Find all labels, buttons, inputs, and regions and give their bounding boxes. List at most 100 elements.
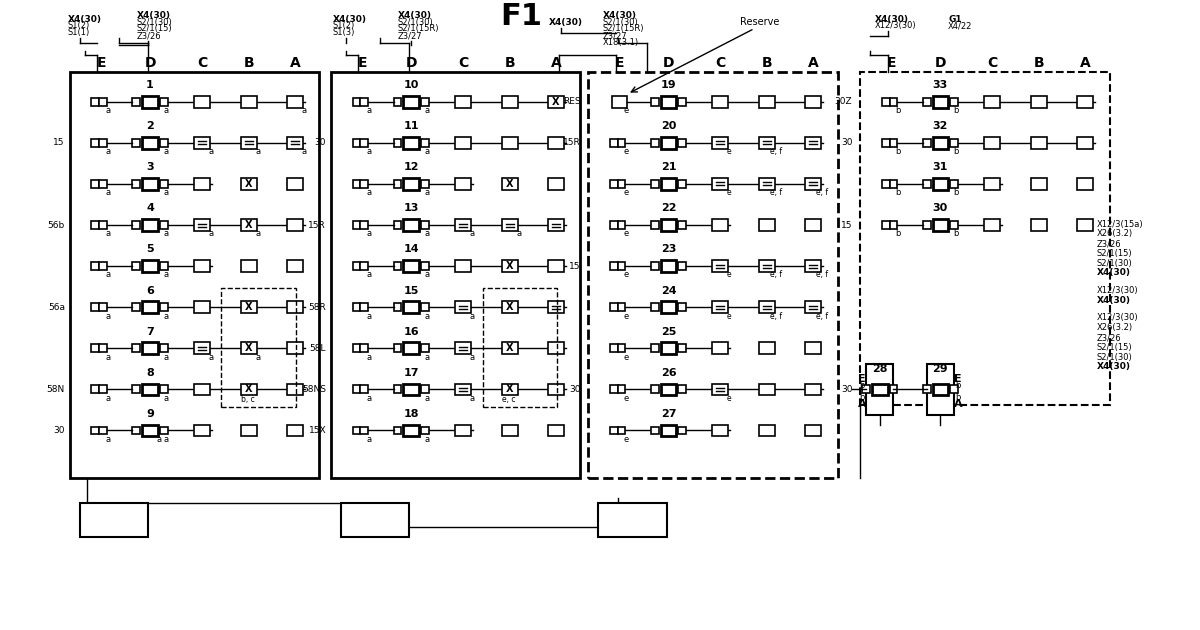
Text: a: a [366,353,372,362]
Text: e, f: e, f [770,147,782,156]
Bar [889,139,898,147]
Bar [160,262,168,270]
Bar [805,178,821,190]
Bar [661,343,677,354]
Bar [353,262,360,270]
Text: E: E [358,55,367,70]
Text: a: a [163,147,168,156]
Text: 16: 16 [403,326,419,336]
Bar [618,427,625,434]
Bar [91,98,100,106]
Bar [713,384,728,395]
Text: 15: 15 [403,285,419,295]
Text: S2/1(30): S2/1(30) [137,18,172,26]
Bar [548,96,564,108]
Bar [403,219,419,231]
Bar [610,139,618,147]
Text: e: e [624,311,629,321]
Bar [100,262,107,270]
Text: a: a [208,229,214,238]
Text: C: C [197,55,208,70]
Bar [760,137,775,149]
Text: X4(30): X4(30) [332,14,367,23]
Text: a: a [163,229,168,238]
Bar [610,386,618,393]
Bar [143,425,158,437]
Bar [650,221,659,229]
Text: 30: 30 [314,139,326,147]
Bar [548,343,564,354]
Bar [502,425,518,437]
Text: B: B [244,55,254,70]
Text: 58N: 58N [47,385,65,394]
Text: S2/1(30): S2/1(30) [1097,353,1133,362]
Bar [610,303,618,311]
Text: e: e [727,147,732,156]
Bar [91,221,100,229]
Text: A: A [289,55,300,70]
Bar [932,96,948,108]
Bar [612,96,628,108]
Bar [132,386,140,393]
Bar [661,301,677,313]
Text: a: a [256,353,260,362]
Bar [100,221,107,229]
Text: b: b [955,381,961,391]
Text: X4(30): X4(30) [1097,362,1130,371]
Text: E: E [614,55,624,70]
Text: D: D [144,55,156,70]
Text: b: b [859,393,865,402]
Text: X26(3.2): X26(3.2) [1097,229,1133,238]
Bar [360,303,368,311]
Bar [678,386,686,393]
Text: e, f: e, f [816,188,828,197]
Text: a: a [256,229,260,238]
Text: e: e [727,188,732,197]
Bar [91,262,100,270]
Bar [932,219,948,231]
Bar [403,301,419,313]
Text: a: a [366,147,372,156]
Bar [132,180,140,188]
Text: e, f: e, f [816,311,828,321]
Bar [618,221,625,229]
Text: e: e [727,311,732,321]
Bar [984,219,1000,231]
Bar [91,427,100,434]
Bar [455,384,470,395]
Bar [360,386,368,393]
Bar [760,219,775,231]
Bar [132,139,140,147]
Bar [882,221,889,229]
Text: b: b [895,188,901,197]
Bar [502,343,518,354]
Text: a: a [469,394,474,403]
Bar [610,221,618,229]
Text: X4(30): X4(30) [1097,296,1130,305]
Bar [650,427,659,434]
Text: 3: 3 [146,163,154,172]
Bar [353,221,360,229]
Text: a: a [106,229,110,238]
Bar [455,96,470,108]
Text: a: a [366,188,372,197]
Bar [91,139,100,147]
Bar [760,384,775,395]
Bar [502,260,518,272]
Bar [548,178,564,190]
Text: G1: G1 [948,14,962,23]
Bar [132,221,140,229]
Bar [403,178,419,190]
Text: D: D [406,55,416,70]
Bar [610,180,618,188]
Text: a: a [366,394,372,403]
Text: e, f: e, f [770,270,782,280]
Bar [923,98,931,106]
Bar [79,503,148,537]
Bar [455,219,470,231]
Text: B: B [1034,55,1044,70]
Text: e: e [624,147,629,156]
Text: 15X: 15X [308,426,326,435]
Text: e, f: e, f [770,188,782,197]
Bar [194,96,210,108]
